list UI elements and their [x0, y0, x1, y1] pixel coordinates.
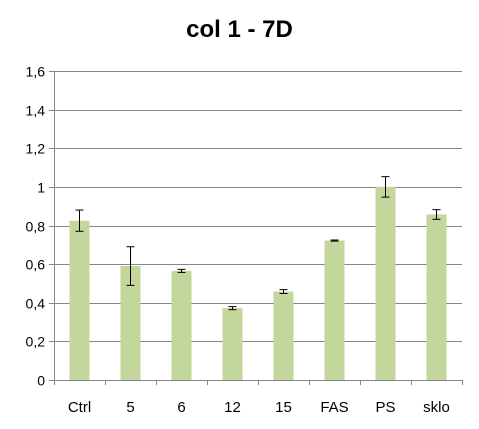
- y-tick-label: 0: [37, 373, 45, 389]
- chart-title: col 1 - 7D: [186, 16, 293, 43]
- bar: [171, 270, 192, 380]
- y-tick-label: 1: [37, 180, 45, 196]
- y-tick-label: 0,6: [26, 257, 46, 273]
- bar: [273, 291, 294, 380]
- x-tick-label: FAS: [320, 399, 348, 416]
- y-tick-label: 0,4: [26, 296, 46, 312]
- axis-labels: 0 0,2 0,4 0,6 0,8 1 1,2 1,4 1,6 Ctrl 5 6 12 15 FAS PS sk…: [26, 64, 450, 417]
- error-bar: [279, 289, 288, 294]
- error-bar: [177, 268, 186, 273]
- x-tick-label: sklo: [423, 399, 450, 416]
- error-bars: [75, 176, 441, 311]
- axes: [49, 71, 463, 385]
- y-tick-label: 1,4: [26, 103, 46, 119]
- bars: [69, 186, 447, 380]
- error-bar: [381, 176, 390, 198]
- y-tick-label: 0,8: [26, 219, 46, 235]
- x-tick-label: Ctrl: [68, 399, 91, 416]
- bar: [375, 186, 396, 380]
- bar: [222, 308, 243, 380]
- gridlines: [54, 71, 462, 342]
- error-bar: [228, 306, 237, 311]
- x-tick-label: 6: [177, 399, 185, 416]
- x-tick-label: PS: [375, 399, 395, 416]
- y-tick-label: 1,2: [26, 141, 46, 157]
- x-tick-label: 12: [224, 399, 241, 416]
- error-bar: [126, 246, 135, 286]
- x-tick-label: 15: [275, 399, 292, 416]
- error-bar: [330, 239, 339, 242]
- error-bar: [75, 209, 84, 232]
- x-tick-label: 5: [126, 399, 134, 416]
- bar: [69, 220, 90, 380]
- y-tick-label: 1,6: [26, 64, 46, 80]
- error-bar: [432, 209, 441, 220]
- bar: [426, 214, 447, 380]
- bar: [324, 240, 345, 380]
- y-tick-label: 0,2: [26, 334, 46, 350]
- bar: [120, 266, 141, 380]
